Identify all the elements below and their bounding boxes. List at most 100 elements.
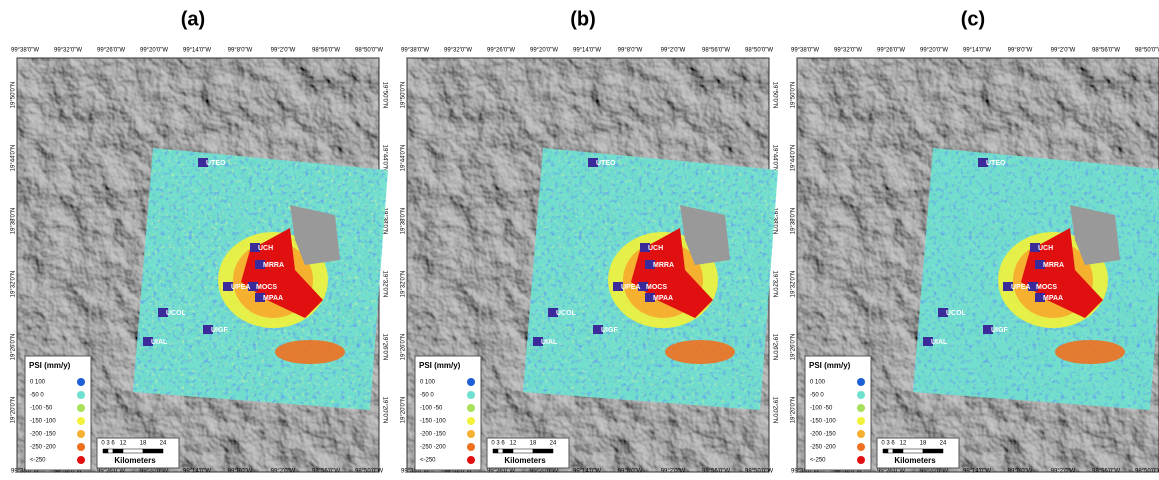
legend-swatch: [467, 456, 475, 464]
longitude-label: 99°14'0"W: [573, 48, 601, 54]
longitude-label: 98°56'0"W: [1092, 48, 1120, 54]
scale-segment: [108, 449, 113, 453]
legend-swatch: [857, 430, 865, 438]
legend-label: -100 -50: [30, 406, 53, 412]
legend-label: -150 -100: [810, 419, 836, 425]
legend-label: -150 -100: [30, 419, 56, 425]
latitude-label: 19°26'0"N: [401, 334, 407, 361]
station-label: MPAA: [653, 295, 673, 302]
legend-label: -100 -50: [420, 406, 443, 412]
subsidence-zone: [275, 340, 345, 364]
station-label: UPEA: [621, 284, 640, 291]
station-label: UIGF: [991, 327, 1008, 334]
longitude-label: 99°8'0"W: [1008, 48, 1033, 54]
longitude-label: 99°26'0"W: [877, 469, 905, 475]
scale-segment: [513, 449, 533, 453]
station-label: UTEO: [986, 160, 1006, 167]
longitude-label: 99°20'0"W: [530, 469, 558, 475]
legend-label: -250 -200: [420, 445, 446, 451]
legend-box: [805, 356, 871, 470]
figure: (a)99°38'0"W99°38'0"W99°32'0"W99°32'0"W9…: [0, 0, 1159, 475]
longitude-label: 99°20'0"W: [530, 48, 558, 54]
latitude-label: 19°50'0"N: [401, 82, 407, 109]
station-label: UCOL: [556, 310, 577, 317]
latitude-label: 19°20'0"N: [381, 397, 387, 424]
longitude-label: 99°2'0"W: [1051, 48, 1076, 54]
latitude-label: 19°38'0"N: [11, 208, 17, 235]
latitude-label: 19°26'0"N: [791, 334, 797, 361]
panel-label: (b): [570, 8, 596, 30]
legend-swatch: [857, 378, 865, 386]
latitude-label: 19°44'0"N: [401, 145, 407, 172]
legend-label: -200 -150: [420, 432, 446, 438]
latitude-label: 19°44'0"N: [381, 145, 387, 172]
scale-unit: Kilometers: [504, 456, 546, 465]
longitude-label: 99°14'0"W: [183, 469, 211, 475]
latitude-label: 19°44'0"N: [771, 145, 777, 172]
longitude-label: 98°50'0"W: [355, 469, 383, 475]
longitude-label: 99°14'0"W: [573, 469, 601, 475]
longitude-label: 99°32'0"W: [834, 48, 862, 54]
longitude-label: 99°20'0"W: [140, 48, 168, 54]
legend-box: [25, 356, 91, 470]
panel-label: (a): [181, 8, 205, 30]
station-label: MRRA: [653, 262, 674, 269]
legend-title: PSI (mm/y): [29, 361, 71, 370]
longitude-label: 99°8'0"W: [618, 469, 643, 475]
legend-label: 0 100: [420, 380, 436, 386]
longitude-label: 99°8'0"W: [618, 48, 643, 54]
longitude-label: 99°38'0"W: [791, 48, 819, 54]
legend-swatch: [467, 417, 475, 425]
legend-label: -100 -50: [810, 406, 833, 412]
longitude-label: 99°14'0"W: [963, 469, 991, 475]
longitude-label: 99°38'0"W: [401, 48, 429, 54]
longitude-label: 99°14'0"W: [183, 48, 211, 54]
latitude-label: 19°20'0"N: [11, 397, 17, 424]
scale-tick: 24: [160, 441, 167, 447]
latitude-label: 19°26'0"N: [771, 334, 777, 361]
longitude-label: 98°56'0"W: [1092, 469, 1120, 475]
latitude-label: 19°50'0"N: [791, 82, 797, 109]
scale-tick: 18: [920, 441, 927, 447]
station-label: UTEO: [596, 160, 616, 167]
scale-tick: 24: [550, 441, 557, 447]
legend-swatch: [857, 443, 865, 451]
longitude-label: 99°26'0"W: [877, 48, 905, 54]
legend-label: <-250: [30, 458, 46, 464]
legend-swatch: [857, 391, 865, 399]
latitude-label: 19°38'0"N: [791, 208, 797, 235]
station-label: UCH: [1038, 245, 1053, 252]
latitude-label: 19°20'0"N: [401, 397, 407, 424]
scale-tick: 18: [140, 441, 147, 447]
longitude-label: 99°26'0"W: [97, 48, 125, 54]
latitude-label: 19°50'0"N: [11, 82, 17, 109]
legend-title: PSI (mm/y): [809, 361, 851, 370]
latitude-label: 19°20'0"N: [791, 397, 797, 424]
station-label: UCOL: [166, 310, 187, 317]
scale-tick: 18: [530, 441, 537, 447]
station-label: UCH: [648, 245, 663, 252]
legend-swatch: [77, 417, 85, 425]
station-label: UIGF: [601, 327, 618, 334]
station-label: UCOL: [946, 310, 967, 317]
longitude-label: 98°50'0"W: [745, 48, 773, 54]
longitude-label: 99°26'0"W: [487, 469, 515, 475]
scale-segment: [143, 449, 163, 453]
legend-label: -200 -150: [30, 432, 56, 438]
station-label: UCH: [258, 245, 273, 252]
legend-label: -250 -200: [30, 445, 56, 451]
longitude-label: 99°38'0"W: [11, 48, 39, 54]
latitude-label: 19°32'0"N: [791, 271, 797, 298]
station-label: MOCS: [646, 284, 667, 291]
legend-swatch: [77, 430, 85, 438]
legend-swatch: [467, 378, 475, 386]
longitude-label: 98°56'0"W: [702, 48, 730, 54]
legend-label: -200 -150: [810, 432, 836, 438]
latitude-label: 19°26'0"N: [11, 334, 17, 361]
legend-swatch: [467, 443, 475, 451]
longitude-label: 98°50'0"W: [745, 469, 773, 475]
map-panel: (c)99°38'0"W99°38'0"W99°32'0"W99°32'0"W9…: [791, 8, 1159, 474]
scale-tick: 12: [120, 441, 127, 447]
longitude-label: 99°14'0"W: [963, 48, 991, 54]
latitude-label: 19°32'0"N: [401, 271, 407, 298]
